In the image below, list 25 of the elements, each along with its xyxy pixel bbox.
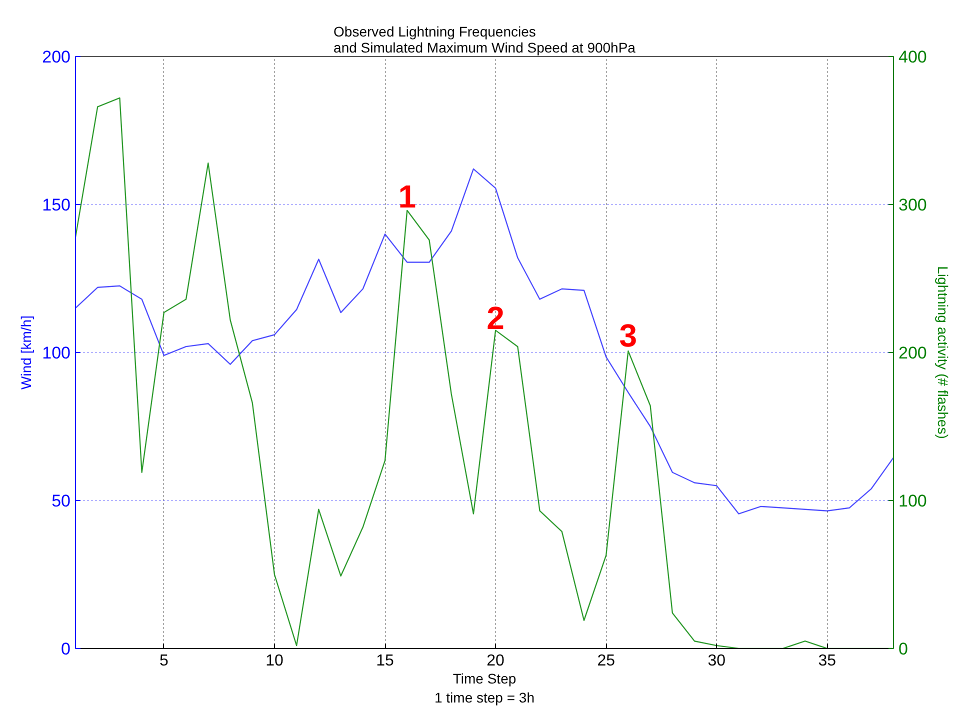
annotation: 3 [619, 318, 638, 354]
annotation: 1 [398, 178, 416, 214]
chart-title: Observed Lightning Frequencies and Simulated Maximum Wind Speed at 900hPa [334, 24, 636, 56]
y2-tick-label: 400 [898, 48, 927, 66]
y2-tick-label: 0 [898, 640, 908, 658]
y2-tick-label: 300 [898, 196, 927, 214]
y-tick-label: 150 [42, 196, 71, 214]
line-series [76, 168, 894, 514]
annotation: 2 [486, 300, 504, 336]
y2-tick-label: 200 [898, 344, 927, 362]
x-tick-label: 25 [597, 652, 616, 670]
y2-axis-title: Lightning activity (# flashes) [934, 266, 951, 439]
x-tick-label: 35 [818, 652, 836, 670]
y-tick-label: 0 [61, 640, 71, 658]
x-tick-label: 15 [376, 652, 394, 670]
y-axis-title: Wind [km/h] [18, 316, 34, 390]
x-tick-label: 30 [708, 652, 726, 670]
x-tick-label: 20 [486, 652, 505, 670]
x-tick-label: 5 [159, 652, 168, 670]
y-tick-label: 100 [42, 344, 71, 362]
y-tick-label: 200 [42, 48, 71, 66]
y2-tick-label: 100 [898, 492, 927, 510]
y-tick-label: 50 [52, 492, 71, 510]
x-axis-title: Time Step 1 time step = 3h [434, 670, 535, 706]
x-tick-label: 10 [266, 652, 284, 670]
